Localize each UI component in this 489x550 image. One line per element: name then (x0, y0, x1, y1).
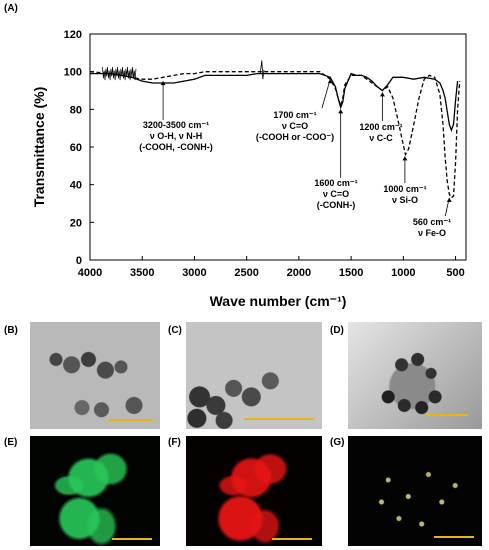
annotation-label: 3200-3500 cm⁻¹ (143, 120, 209, 130)
x-tick-label: 1000 (391, 267, 415, 279)
panel-label-f: (F) (168, 437, 181, 448)
x-axis-label: Wave number (cm⁻¹) (210, 293, 347, 309)
annotation-label: ν Si-O (392, 195, 418, 205)
annotation-arrowhead (338, 109, 344, 114)
tem-image-c (186, 322, 322, 429)
scale-bar (244, 418, 314, 420)
y-axis-label: Transmittance (%) (31, 87, 47, 208)
panel-label-d: (D) (330, 325, 344, 336)
annotation-label: 1700 cm⁻¹ (273, 110, 316, 120)
annotation-label: 560 cm⁻¹ (413, 217, 451, 227)
eds-map-g (348, 436, 482, 546)
x-tick-label: 2000 (287, 267, 311, 279)
annotation-label: ν C=O (282, 121, 308, 131)
scale-bar (434, 536, 474, 538)
x-tick-label: 1500 (339, 267, 363, 279)
x-tick-label: 3000 (182, 267, 206, 279)
annotation-label: (-COOH, -CONH-) (139, 142, 213, 152)
scale-bar (108, 419, 153, 421)
annotation-label: (-COOH or -COO⁻) (256, 132, 334, 142)
annotation-arrowhead (402, 156, 408, 161)
x-tick-label: 4000 (78, 267, 102, 279)
scale-bar (272, 538, 312, 540)
tem-image-b (30, 322, 160, 429)
panel-label-a: (A) (4, 3, 18, 14)
panel-label-b: (B) (4, 325, 18, 336)
x-tick-label: 3500 (130, 267, 154, 279)
ftir-chart: 0 20 40 60 80 100 120 4000 3500 3000 2500 2000 1500 1… (31, 29, 467, 309)
y-tick-label: 60 (70, 142, 82, 154)
series-solid-line (90, 72, 459, 132)
annotation-label: ν Fe-O (418, 228, 446, 238)
panel-label-c: (C) (168, 325, 182, 336)
annotation-arrowhead (160, 81, 166, 86)
tem-image-d (348, 322, 482, 429)
panel-label-g: (G) (330, 437, 345, 448)
scale-bar (112, 538, 152, 540)
y-tick-label: 40 (70, 180, 82, 192)
y-tick-label: 0 (76, 255, 82, 267)
annotation-label: ν C=O (323, 189, 349, 199)
y-tick-label: 20 (70, 217, 82, 229)
eds-map-e (30, 436, 160, 546)
y-tick-label: 120 (64, 29, 82, 41)
annotation-label: ν C-C (369, 133, 393, 143)
annotation-label: 1000 cm⁻¹ (383, 184, 426, 194)
annotation-label: ν O-H, ν N-H (150, 131, 203, 141)
annotation-arrowhead (446, 197, 452, 202)
series-dashed-line (89, 71, 461, 199)
noise-trace (102, 66, 137, 81)
y-tick-label: 80 (70, 104, 82, 116)
x-tick-label: 2500 (234, 267, 258, 279)
co2-artifact (259, 60, 265, 80)
annotation-label: (-CONH-) (317, 200, 356, 210)
annotation-arrowhead (327, 79, 333, 84)
y-tick-label: 100 (64, 67, 82, 79)
scale-bar (426, 414, 468, 416)
annotation-arrowhead (379, 92, 385, 97)
annotation-label: 1200 cm⁻¹ (359, 122, 402, 132)
annotation-label: 1600 cm⁻¹ (314, 178, 357, 188)
panel-label-e: (E) (4, 437, 18, 448)
eds-map-f (186, 436, 322, 546)
x-tick-label: 500 (446, 267, 464, 279)
annotation-arrow (321, 79, 331, 109)
